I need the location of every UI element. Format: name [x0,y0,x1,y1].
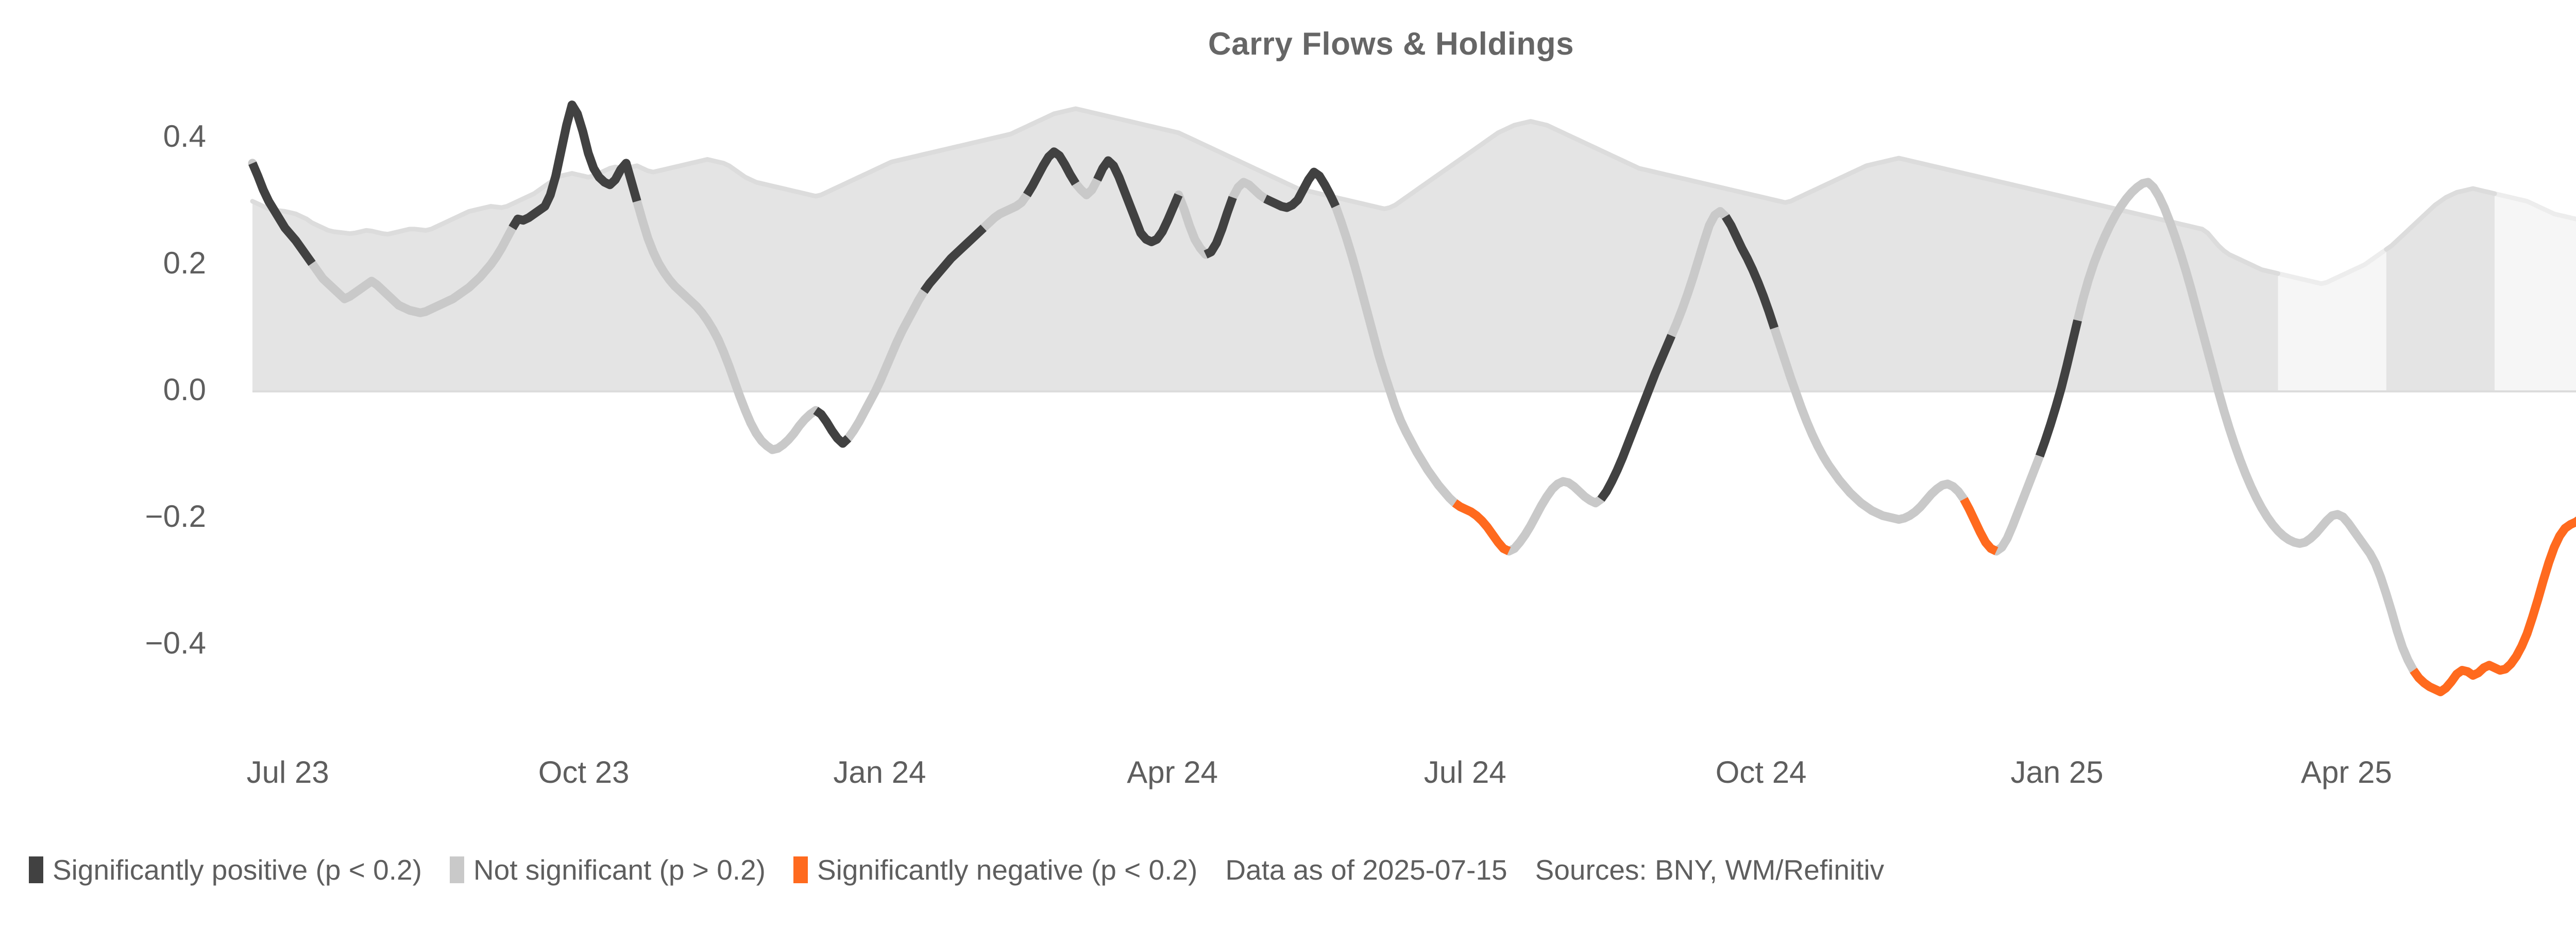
x-tick-label: Jul 24 [1423,755,1506,789]
legend-label-negative: Significantly negative (p < 0.2) [817,854,1198,886]
y-tick-label: −0.4 [145,626,206,661]
y-tick-label: −0.2 [145,499,206,534]
x-tick-label: Jul 23 [246,755,329,789]
legend-swatch-negative [793,856,808,883]
x-tick-label: Apr 25 [2301,755,2392,789]
x-tick-label: Jan 25 [2010,755,2104,789]
x-tick-label: Jul 25 [2531,754,2576,790]
legend-item-negative[interactable]: Significantly negative (p < 0.2) [793,853,1197,886]
y-tick-label: 0.4 [163,118,206,153]
x-tick-label: Jan 24 [833,755,926,789]
sources-note: Sources: BNY, WM/Refinitiv [1535,854,1885,886]
legend-item-positive[interactable]: Significantly positive (p < 0.2) [29,853,422,886]
chart-legend: Significantly positive (p < 0.2) Not sig… [29,852,1912,888]
y-tick-label: 0.2 [163,245,206,280]
x-tick-label: Oct 23 [538,755,630,789]
legend-swatch-neutral [449,856,464,883]
legend-swatch-positive [29,856,43,883]
chart-title: Carry Flows & Holdings [1208,26,1574,62]
x-tick-label: Apr 24 [1127,755,1218,789]
legend-item-neutral[interactable]: Not significant (p > 0.2) [449,853,766,886]
data-as-of-note: Data as of 2025-07-15 [1225,854,1507,886]
y-tick-label: 0.0 [163,372,206,407]
legend-label-positive: Significantly positive (p < 0.2) [53,854,422,886]
x-tick-label: Oct 24 [1715,755,1807,789]
legend-label-neutral: Not significant (p > 0.2) [473,854,766,886]
